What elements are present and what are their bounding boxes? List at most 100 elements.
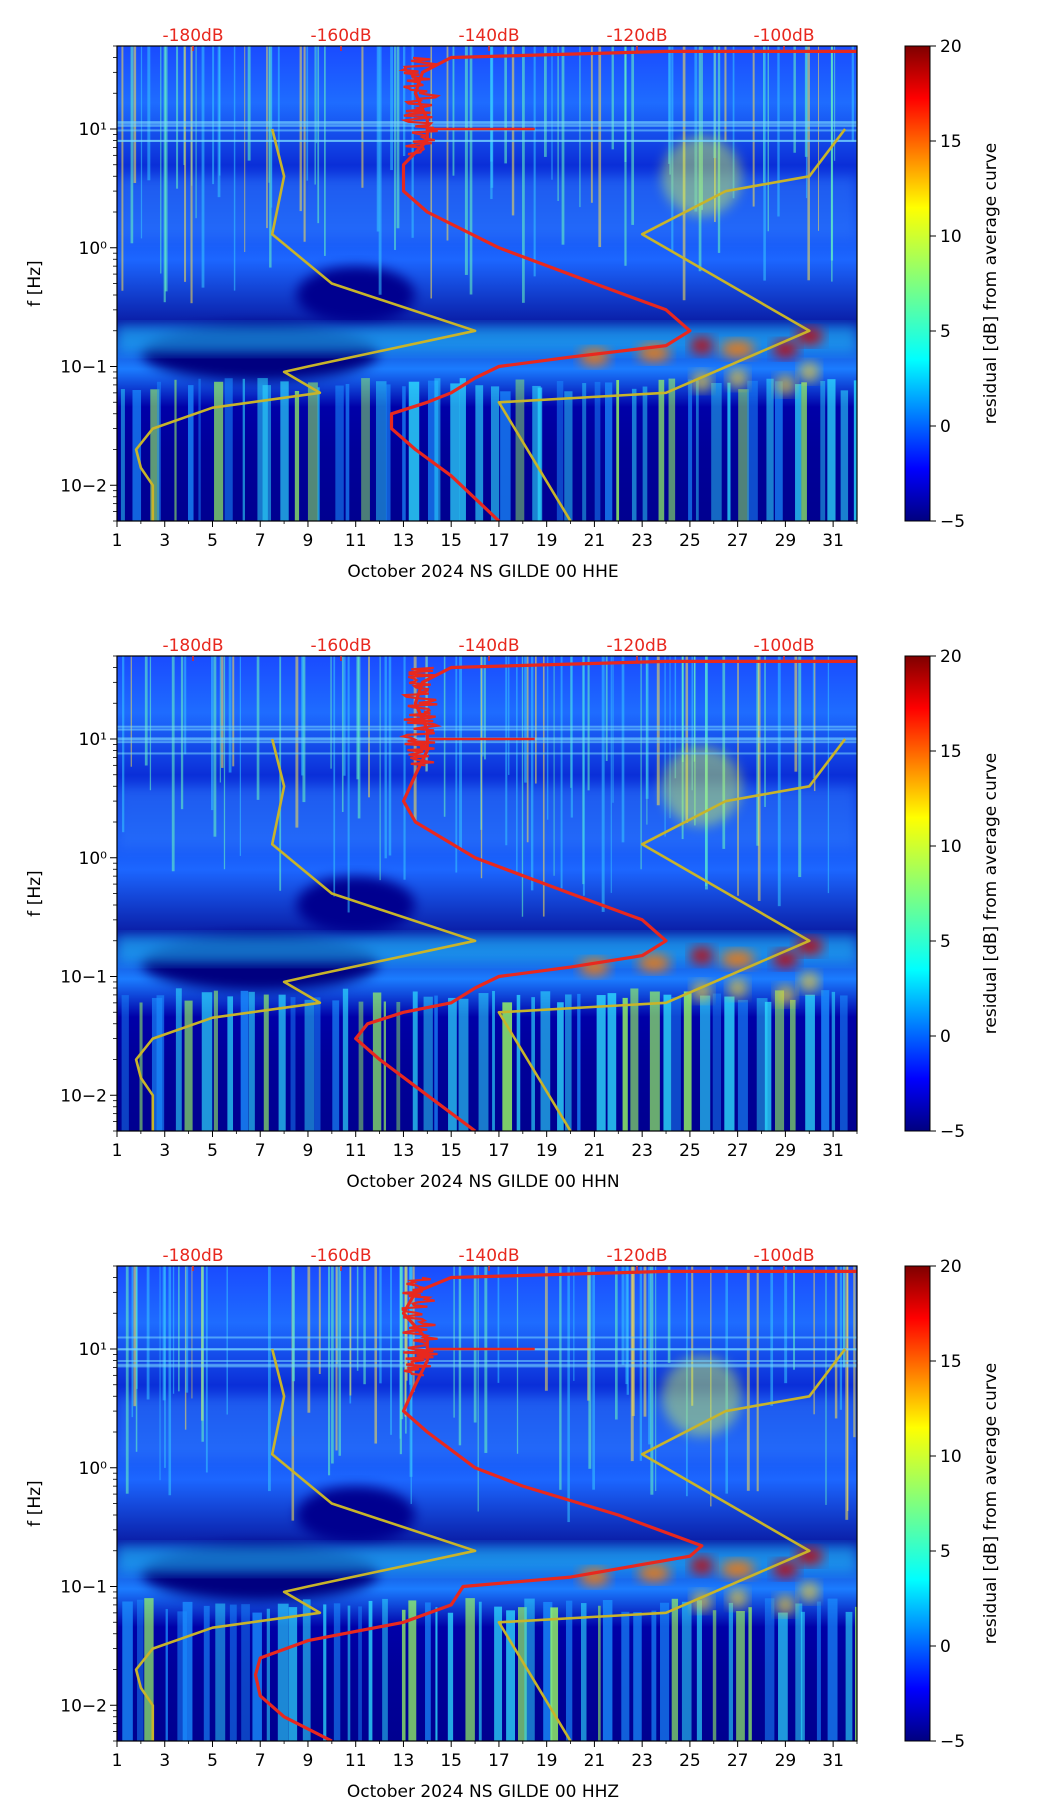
hf-streak [452,46,455,176]
y-axis-label: f [Hz] [25,260,45,306]
psd-median-curve [389,49,857,521]
x-tick-label: 15 [440,1141,462,1161]
y-tick-label: 10−2 [60,1696,107,1716]
x-tick-label: 13 [393,1751,415,1771]
hf-streak [315,46,317,144]
hf-streak [681,656,684,840]
hf-streak [458,1266,462,1446]
lowfreq-streak [596,995,606,1131]
lowfreq-streak [649,991,660,1131]
y-tick-label: 10⁰ [79,849,108,869]
x-tick-label: 27 [727,1751,749,1771]
psd-hf-wiggle [399,666,442,767]
hot-spot [795,1547,824,1566]
lowfreq-streak [598,1605,601,1741]
lowfreq-streak [633,1612,642,1741]
hf-streak [621,656,625,843]
hf-streak [131,1266,134,1418]
hf-streak [621,1266,625,1365]
lowfreq-streak [465,1598,475,1741]
lowfreq-streak [157,381,161,521]
lowfreq-streak [229,1604,237,1741]
lowfreq-streak [427,380,439,521]
lowfreq-streak [557,1002,564,1131]
colorbar-tick-label: 15 [940,1352,962,1372]
x-tick-label: 15 [440,531,462,551]
hf-streak [330,656,332,769]
hf-streak [625,1266,628,1385]
colorbar-tick-label: −5 [940,1732,965,1752]
x-tick-label: 7 [255,531,266,551]
colorbar-tick-label: 20 [940,647,962,667]
hf-streak [763,46,765,183]
hf-line [117,1359,857,1362]
hf-streak [400,1266,404,1420]
hf-streak [405,1266,408,1381]
lowfreq-streak [280,381,289,521]
hf-streak [184,46,187,282]
y-axis-label: f [Hz] [25,870,45,916]
lowfreq-streak [736,1611,745,1741]
hf-streak [180,656,184,810]
quiet-zone [296,266,415,324]
lowfreq-streak [302,1599,311,1741]
top-db-tick-label: -160dB [310,1246,371,1266]
x-tick-label: 29 [775,531,797,551]
hf-streak [770,1266,774,1406]
hf-streak [394,46,396,250]
hf-streak [122,656,125,833]
x-tick-label: 23 [631,1141,653,1161]
lowfreq-streak [712,1610,717,1741]
top-db-tick-label: -140dB [458,26,519,46]
lowfreq-streak [447,1612,454,1741]
hf-streak [508,656,510,775]
hf-streak [631,46,635,225]
hf-streak [560,656,563,889]
hf-streak [121,46,124,291]
lowfreq-streak [827,1598,838,1741]
hf-streak [374,1266,378,1444]
hf-streak [356,656,359,780]
hf-streak [827,656,830,894]
hf-streak [669,656,671,819]
lowfreq-streak [605,382,613,521]
hf-streak [218,46,221,176]
hf-streak [147,46,151,181]
heatmap-field [117,46,857,521]
colorbar-tick-label: 15 [940,132,962,152]
hot-spot [638,1563,671,1582]
hf-streak [410,1266,412,1504]
hf-streak [306,46,309,181]
hf-streak [277,46,280,155]
warm-spot [775,1594,796,1615]
lowfreq-streak [565,994,572,1131]
x-tick-label: 27 [727,1141,749,1161]
hf-streak [314,46,316,185]
top-db-tick-label: -120dB [606,636,667,656]
hf-streak [403,656,406,880]
colorbar-label: residual [dB] from average curve [981,753,1001,1034]
lowfreq-streak [290,997,296,1131]
lowfreq-streak [531,997,535,1131]
x-tick-label: 5 [207,1751,218,1771]
noise-model-curve [497,128,847,521]
x-tick-label: 17 [488,531,510,551]
hf-streak [544,1266,548,1391]
hf-streak [361,46,364,188]
warm-spot [775,984,796,1005]
lowfreq-streak [227,996,234,1131]
hf-streak [605,656,608,761]
hf-streak [232,656,235,767]
lowfreq-streak [580,1603,587,1741]
hf-streak [701,46,703,210]
lowfreq-streak [278,994,286,1131]
hf-streak [135,1266,138,1452]
colorbar [904,1265,931,1742]
lowfreq-streak [516,994,521,1131]
hf-streak [133,46,137,184]
lowfreq-streak [144,1598,154,1741]
lowfreq-streak [607,993,617,1131]
x-tick-label: 25 [679,531,701,551]
lowfreq-streak [602,1600,613,1741]
lowfreq-streak [240,990,249,1131]
